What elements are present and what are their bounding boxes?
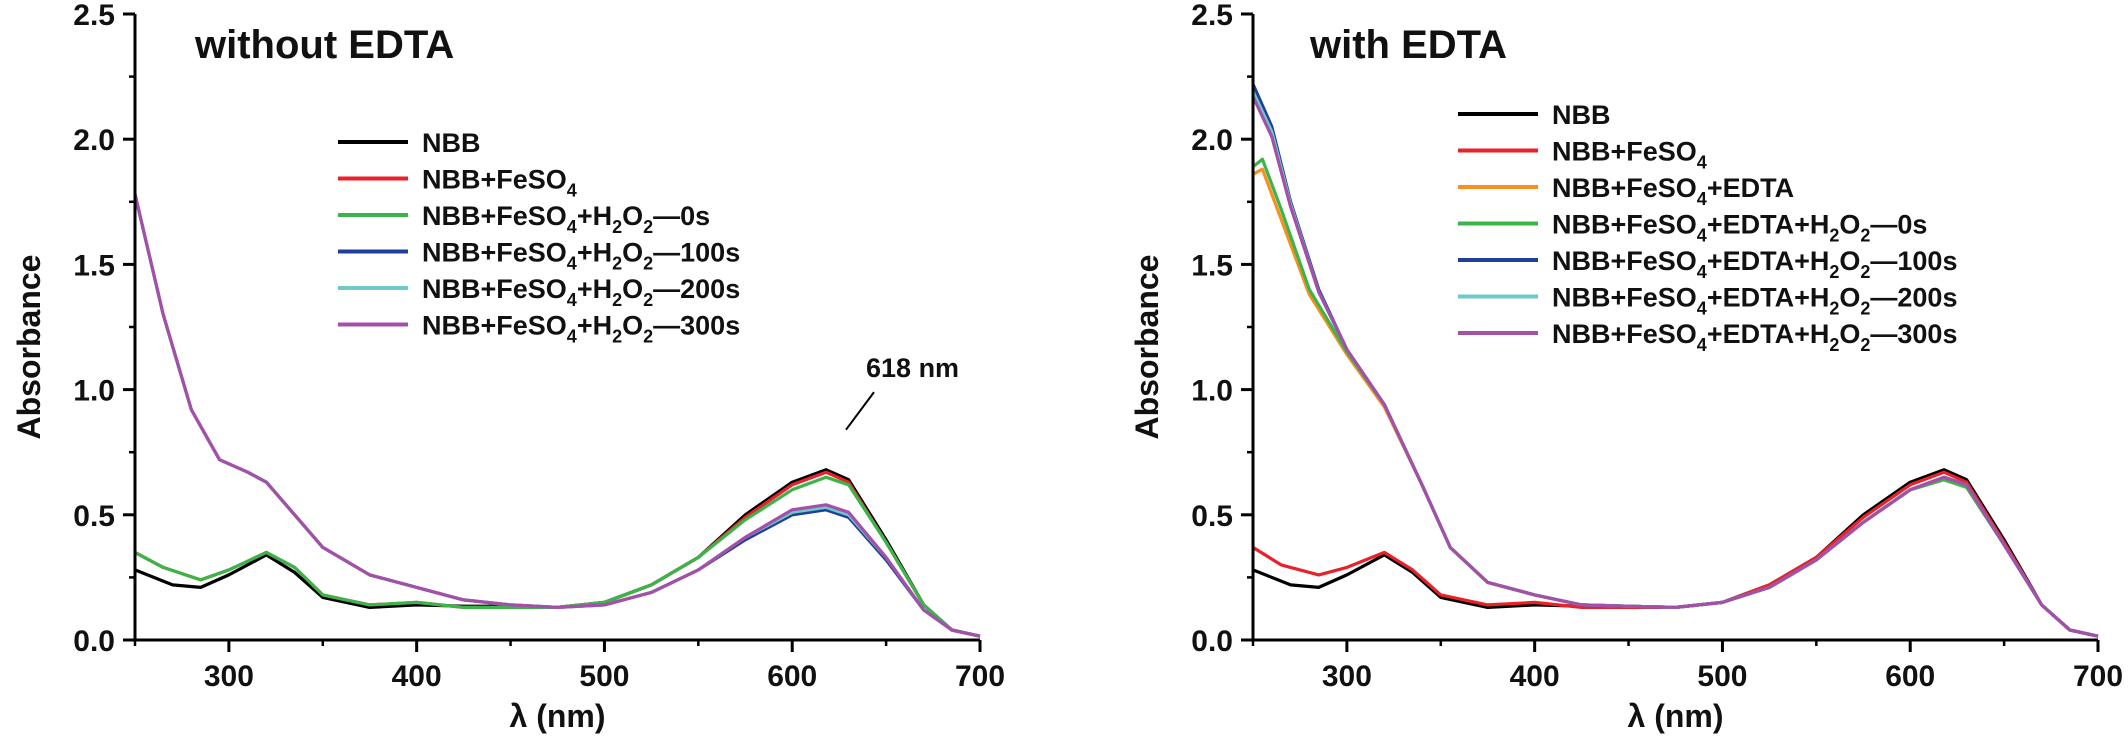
series-line (1251, 95, 2099, 638)
x-tick-label: 300 (204, 660, 254, 693)
y-axis-label: Absorbance (11, 255, 47, 440)
legend-label: NBB+FeSO4+H2O2—200s (422, 274, 740, 310)
x-axis-label: λ (nm) (510, 698, 606, 734)
y-tick-label: 0.0 (1191, 625, 1233, 658)
legend-label: NBB+FeSO4+H2O2—300s (422, 311, 740, 347)
x-axis-label: λ (nm) (1628, 698, 1724, 734)
y-axis-label: Absorbance (1129, 255, 1165, 440)
legend-label: NBB+FeSO4+EDTA+H2O2—100s (1552, 246, 1957, 282)
legend: NBBNBB+FeSO4NBB+FeSO4+H2O2—0sNBB+FeSO4+H… (338, 128, 740, 347)
legend-label: NBB (422, 128, 481, 158)
y-tick-label: 2.0 (1191, 124, 1233, 157)
x-tick-label: 400 (392, 660, 442, 693)
chart-title: with EDTA (1309, 23, 1507, 67)
y-tick-label: 1.0 (1191, 375, 1233, 408)
y-tick-label: 0.5 (73, 500, 115, 533)
legend-label: NBB (1552, 100, 1611, 130)
legend-label: NBB+FeSO4+EDTA+H2O2—0s (1552, 210, 1927, 246)
x-tick-label: 600 (767, 660, 817, 693)
x-tick-label: 700 (2073, 660, 2123, 693)
legend-label: NBB+FeSO4 (422, 165, 577, 201)
y-tick-label: 2.0 (73, 124, 115, 157)
y-tick-label: 1.0 (73, 375, 115, 408)
y-tick-label: 2.5 (1191, 0, 1233, 32)
y-tick-label: 0.5 (1191, 500, 1233, 533)
annotation-label: 618 nm (866, 353, 959, 383)
chart-panel-2: 0.0 0.5 1.0 1.5 2.0 2.5 300 400 500 600 700 λ (nm) A… (1129, 0, 2123, 734)
x-tick-label: 500 (579, 660, 629, 693)
y-tick-label: 1.5 (1191, 249, 1233, 282)
legend-label: NBB+FeSO4+H2O2—100s (422, 238, 740, 274)
x-tick-label: 600 (1885, 660, 1935, 693)
x-tick-label: 700 (955, 660, 1005, 693)
legend-label: NBB+FeSO4 (1552, 137, 1707, 173)
legend-label: NBB+FeSO4+EDTA+H2O2—300s (1552, 319, 1957, 355)
y-tick-label: 2.5 (73, 0, 115, 32)
x-tick-label: 500 (1697, 660, 1747, 693)
legend-label: NBB+FeSO4+EDTA (1552, 173, 1794, 209)
legend-label: NBB+FeSO4+EDTA+H2O2—200s (1552, 283, 1957, 319)
annotation-pointer (845, 391, 875, 431)
legend: NBBNBB+FeSO4NBB+FeSO4+EDTANBB+FeSO4+EDTA… (1458, 100, 1957, 355)
x-tick-label: 400 (1510, 660, 1560, 693)
y-tick-label: 0.0 (73, 625, 115, 658)
legend-label: NBB+FeSO4+H2O2—0s (422, 201, 710, 237)
chart-panel-1: 0.0 0.5 1.0 1.5 2.0 2.5 300 400 500 600 700 λ (nm) A… (11, 0, 1005, 734)
series-line (133, 193, 981, 638)
chart-title: without EDTA (194, 23, 454, 67)
x-tick-label: 300 (1322, 660, 1372, 693)
y-tick-label: 1.5 (73, 249, 115, 282)
